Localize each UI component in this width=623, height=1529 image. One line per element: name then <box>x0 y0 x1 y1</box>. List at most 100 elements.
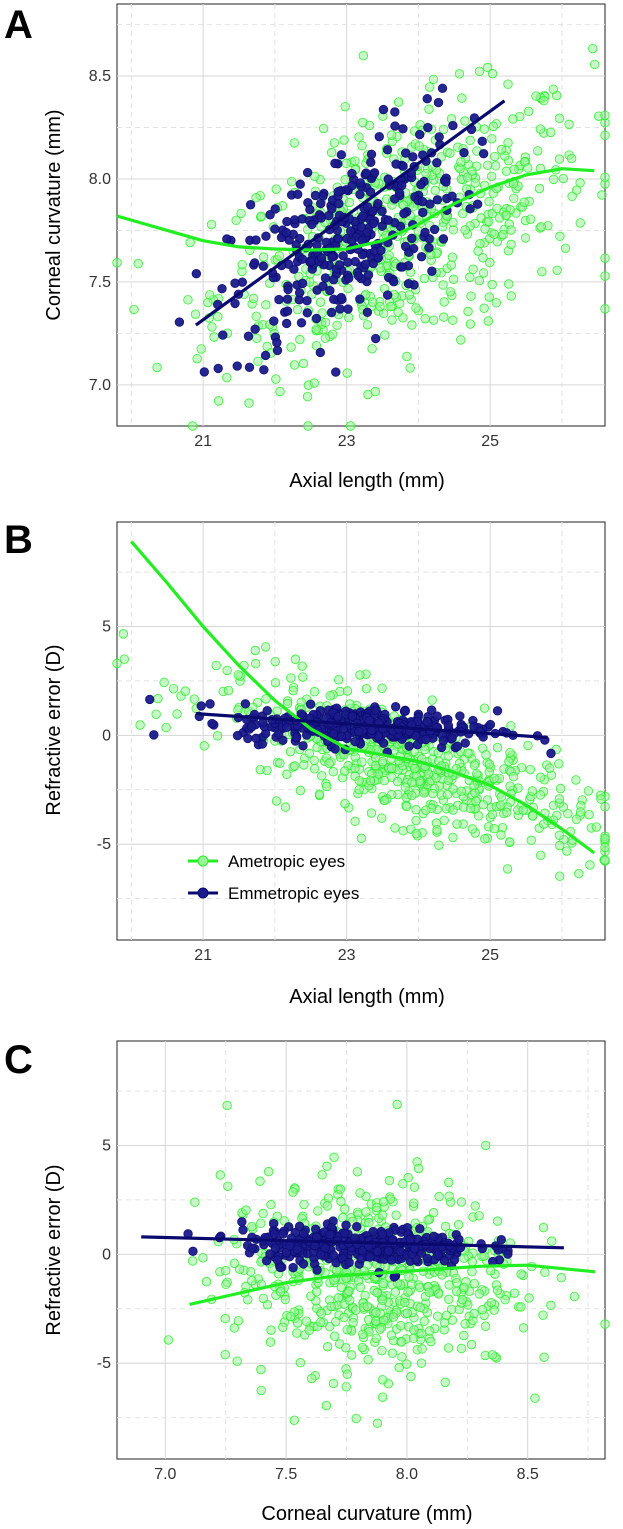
ametropic-point <box>363 1355 373 1365</box>
ametropic-point <box>423 1215 433 1225</box>
ametropic-point <box>309 378 319 388</box>
ametropic-point <box>342 1325 352 1335</box>
ametropic-point <box>571 814 582 825</box>
emmetropic-point <box>411 731 421 741</box>
emmetropic-point <box>251 235 261 245</box>
ametropic-point <box>317 1170 327 1180</box>
ametropic-point <box>560 243 571 253</box>
ametropic-point <box>452 819 462 829</box>
emmetropic-point <box>362 202 373 212</box>
ametropic-point <box>447 252 458 262</box>
ametropic-point <box>380 330 390 340</box>
ametropic-point <box>428 315 439 325</box>
emmetropic-point <box>443 720 454 731</box>
emmetropic-point <box>270 1243 281 1253</box>
ametropic-point <box>215 1170 226 1180</box>
emmetropic-point <box>330 744 340 754</box>
ametropic-point <box>467 1257 478 1267</box>
ametropic-point <box>414 141 424 151</box>
ametropic-point <box>539 96 549 106</box>
ametropic-point <box>233 1316 244 1326</box>
emmetropic-point <box>244 362 255 373</box>
emmetropic-point <box>230 298 240 309</box>
ametropic-point <box>260 642 271 652</box>
ametropic-point <box>135 720 145 730</box>
ametropic-point <box>320 333 331 343</box>
ametropic-point <box>454 69 465 79</box>
ametropic-point <box>420 313 430 324</box>
ametropic-point <box>487 279 497 290</box>
ametropic-point <box>342 686 353 696</box>
ametropic-point <box>190 1197 200 1207</box>
emmetropic-point <box>265 1249 275 1259</box>
ametropic-point <box>271 796 282 806</box>
emmetropic-point <box>409 1243 420 1254</box>
ametropic-point <box>264 1166 274 1177</box>
ametropic-point <box>347 1350 357 1360</box>
emmetropic-point <box>270 204 280 214</box>
emmetropic-point <box>546 748 556 759</box>
ametropic-point <box>211 660 221 671</box>
ametropic-point <box>465 272 475 282</box>
emmetropic-point <box>331 367 341 377</box>
panel-c-fit-lines <box>141 1235 596 1306</box>
ametropic-point <box>295 334 305 345</box>
ametropic-point <box>253 356 263 367</box>
ametropic-point <box>406 1371 416 1382</box>
ametropic-point <box>531 91 541 101</box>
ametropic-point <box>282 698 293 709</box>
emmetropic-point <box>401 148 411 158</box>
ametropic-point <box>323 1193 334 1203</box>
ametropic-point <box>563 809 573 819</box>
ametropic-point <box>402 1359 412 1369</box>
ametropic-point <box>390 1287 401 1297</box>
emmetropic-point <box>328 1250 339 1260</box>
ametropic-point <box>457 1294 468 1305</box>
ametropic-point <box>456 335 466 345</box>
ametropic-point <box>198 1253 208 1263</box>
ametropic-point <box>133 258 143 269</box>
emmetropic-point <box>247 722 257 732</box>
emmetropic-point <box>302 308 312 318</box>
ametropic-point <box>290 654 301 664</box>
ametropic-point <box>518 1323 529 1333</box>
ametropic-point <box>205 290 215 300</box>
ametropic-point <box>600 130 610 141</box>
ametropic-point <box>496 800 506 810</box>
ametropic-point <box>480 834 490 844</box>
emmetropic-point <box>312 1265 322 1275</box>
ametropic-point <box>448 805 458 815</box>
emmetropic-point <box>343 257 353 267</box>
ametropic-point <box>600 1319 610 1329</box>
emmetropic-point <box>382 145 393 155</box>
ametropic-point <box>255 1176 265 1186</box>
emmetropic-point <box>400 706 410 716</box>
ametropic-point <box>505 747 515 758</box>
ametropic-point <box>469 760 480 770</box>
ametropic-point <box>575 807 586 817</box>
ametropic-point <box>386 301 396 312</box>
ametropic-point <box>491 298 502 308</box>
ametropic-point <box>443 1343 454 1353</box>
emmetropic-point <box>318 281 328 291</box>
ametropic-point <box>310 171 320 182</box>
ametropic-point <box>487 809 498 820</box>
emmetropic-point <box>326 307 337 318</box>
ametropic-point <box>261 300 271 310</box>
ametropic-point <box>567 191 577 202</box>
ametropic-point <box>327 329 338 340</box>
emmetropic-point <box>485 719 496 730</box>
ametropic-point <box>470 178 480 188</box>
ametropic-point <box>355 1282 366 1292</box>
emmetropic-point <box>378 738 389 748</box>
ametropic-point <box>341 1343 351 1353</box>
emmetropic-point <box>297 278 308 289</box>
ametropic-point <box>151 709 161 719</box>
ametropic-point <box>523 163 533 173</box>
ametropic-point <box>377 1392 388 1402</box>
ametropic-point <box>486 1298 496 1308</box>
emmetropic-point <box>222 234 232 244</box>
emmetropic-point <box>330 158 340 169</box>
ametropic-point <box>402 351 412 362</box>
ametropic-point <box>303 421 313 431</box>
